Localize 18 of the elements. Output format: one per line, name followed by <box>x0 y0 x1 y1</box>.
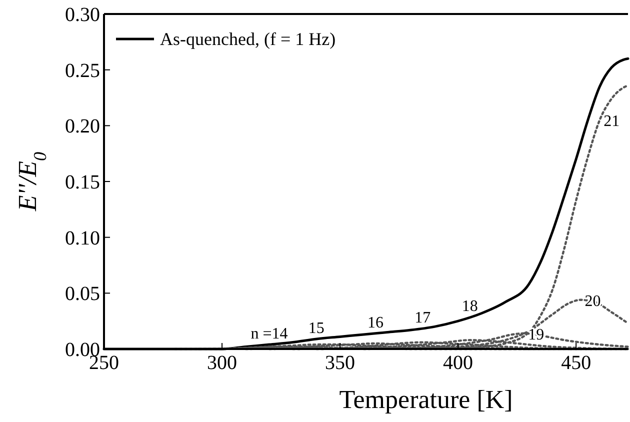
y-tick-label: 0.25 <box>65 60 100 82</box>
y-tick-label: 0.30 <box>65 4 100 26</box>
y-tick-label: 0.15 <box>65 172 100 194</box>
x-tick-label: 300 <box>207 352 238 374</box>
y-tick-label: 0.20 <box>65 116 100 138</box>
x-axis-title: Temperature [K] <box>339 385 513 414</box>
annotation: 21 <box>604 113 620 130</box>
x-tick-label: 400 <box>443 352 474 374</box>
y-tick-label: 0.05 <box>65 283 100 306</box>
y-tick-label: 0.10 <box>65 227 100 250</box>
annotation: 18 <box>462 298 478 316</box>
annotation: 15 <box>308 320 324 337</box>
annotation: n =14 <box>250 326 288 343</box>
legend-label: As-quenched, (f = 1 Hz) <box>160 29 336 49</box>
x-tick-label: 450 <box>561 352 592 374</box>
annotation: 17 <box>414 309 431 326</box>
x-tick-label: 350 <box>325 352 356 374</box>
annotation: 16 <box>367 314 384 332</box>
